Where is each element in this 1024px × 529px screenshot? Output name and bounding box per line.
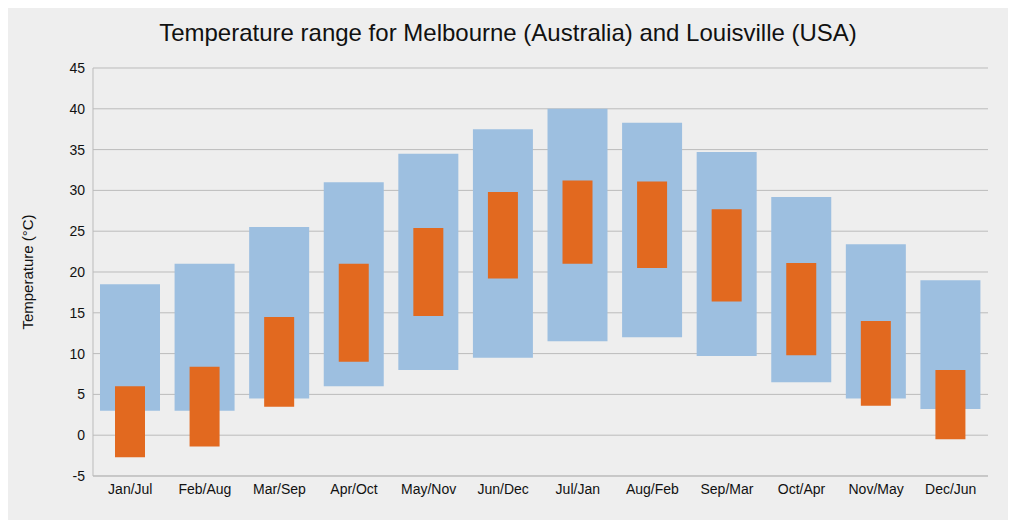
- svg-text:20: 20: [69, 264, 85, 280]
- svg-text:Oct/Apr: Oct/Apr: [778, 481, 826, 497]
- svg-text:Feb/Aug: Feb/Aug: [178, 481, 231, 497]
- svg-text:Jan/Jul: Jan/Jul: [108, 481, 152, 497]
- svg-text:Jun/Dec: Jun/Dec: [478, 481, 529, 497]
- svg-text:30: 30: [69, 182, 85, 198]
- svg-text:Jul/Jan: Jul/Jan: [556, 481, 600, 497]
- svg-text:Dec/Jun: Dec/Jun: [925, 481, 976, 497]
- svg-text:May/Nov: May/Nov: [401, 481, 456, 497]
- svg-text:5: 5: [77, 386, 85, 402]
- svg-text:25: 25: [69, 223, 85, 239]
- svg-text:Temperature (°C): Temperature (°C): [19, 214, 36, 329]
- svg-text:40: 40: [69, 101, 85, 117]
- svg-text:Sep/Mar: Sep/Mar: [700, 481, 753, 497]
- svg-text:15: 15: [69, 305, 85, 321]
- html-text:Temperature range for Melbourn: Temperature range for Melbourne (Austral…: [159, 19, 857, 46]
- svg-text:45: 45: [69, 60, 85, 76]
- svg-text:Nov/May: Nov/May: [849, 481, 904, 497]
- svg-text:Mar/Sep: Mar/Sep: [253, 481, 306, 497]
- svg-text:10: 10: [69, 346, 85, 362]
- svg-text:35: 35: [69, 142, 85, 158]
- svg-text:0: 0: [77, 427, 85, 443]
- svg-text:Aug/Feb: Aug/Feb: [626, 481, 679, 497]
- svg-text:Apr/Oct: Apr/Oct: [330, 481, 378, 497]
- svg-text:-5: -5: [73, 468, 86, 484]
